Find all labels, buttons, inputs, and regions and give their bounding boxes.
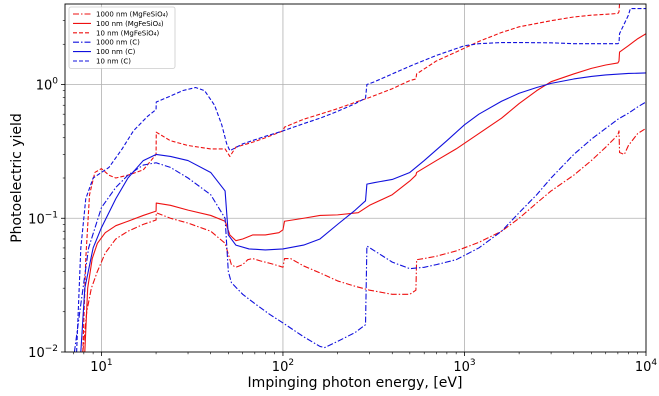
- legend: 1000 nm (MgFeSiO₄)100 nm (MgFeSiO₄)10 nm…: [68, 6, 176, 69]
- series-line-1: [82, 127, 646, 352]
- y-axis-label: Photoelectric yield: [9, 113, 25, 243]
- axis-ticks: 101 102 103 104 10−2 10−1 100: [28, 20, 658, 375]
- x-tick-label: 102: [272, 358, 294, 375]
- legend-label: 1000 nm (MgFeSiO₄): [96, 11, 168, 19]
- legend-label: 10 nm (MgFeSiO₄): [96, 29, 159, 37]
- x-tick-label: 103: [453, 358, 475, 375]
- x-tick-label: 104: [635, 358, 658, 375]
- legend-label: 1000 nm (C): [96, 39, 140, 47]
- series-line-3: [82, 4, 621, 352]
- series-line-5: [80, 72, 646, 352]
- legend-label: 100 nm (MgFeSiO₄): [96, 20, 164, 28]
- series-lines: [73, 4, 646, 352]
- x-axis-label: Impinging photon energy, [eV]: [248, 375, 463, 391]
- y-tick-label: 100: [36, 77, 59, 94]
- x-tick-label: 101: [90, 358, 112, 375]
- legend-label: 100 nm (C): [96, 48, 136, 56]
- y-tick-label: 10−1: [28, 210, 58, 227]
- legend-box: [68, 6, 176, 69]
- legend-label: 10 nm (C): [96, 58, 131, 66]
- series-line-2: [84, 33, 646, 352]
- series-line-6: [76, 7, 646, 352]
- series-line-4: [73, 101, 646, 352]
- y-tick-label: 10−2: [28, 344, 58, 361]
